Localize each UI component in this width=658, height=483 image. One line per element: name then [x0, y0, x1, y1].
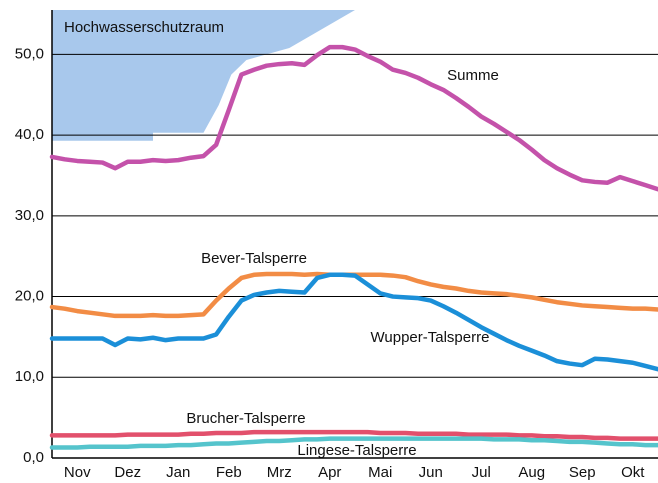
x-tick-label: Jun: [419, 464, 443, 481]
x-tick-label: Aug: [518, 464, 545, 481]
x-tick-label: Jul: [472, 464, 491, 481]
x-tick-label: Okt: [621, 464, 645, 481]
flood-area: [52, 10, 355, 141]
series-label: Summe: [447, 67, 499, 84]
x-tick-label: Mai: [368, 464, 392, 481]
series-line: [49, 272, 658, 372]
y-tick-label: 0,0: [23, 449, 44, 466]
series-line: [49, 271, 658, 319]
series-line: [49, 429, 658, 441]
x-tick-label: Nov: [64, 464, 91, 481]
series-label: Bever-Talsperre: [201, 250, 307, 267]
series-label: Wupper-Talsperre: [371, 329, 490, 346]
x-tick-label: Mrz: [267, 464, 292, 481]
y-tick-label: 30,0: [15, 207, 44, 224]
x-tick-label: Jan: [166, 464, 190, 481]
series-label: Brucher-Talsperre: [186, 410, 305, 427]
series-line: [49, 44, 658, 192]
y-tick-label: 20,0: [15, 288, 44, 305]
x-tick-label: Sep: [569, 464, 596, 481]
y-tick-label: 10,0: [15, 368, 44, 385]
area-label: Hochwasserschutzraum: [64, 19, 224, 36]
x-tick-label: Apr: [318, 464, 341, 481]
series-line: [49, 436, 658, 450]
y-tick-label: 50,0: [15, 45, 44, 62]
y-tick-label: 40,0: [15, 126, 44, 143]
x-tick-label: Dez: [114, 464, 141, 481]
series-label: Lingese-Talsperre: [297, 442, 416, 459]
x-tick-label: Feb: [216, 464, 242, 481]
